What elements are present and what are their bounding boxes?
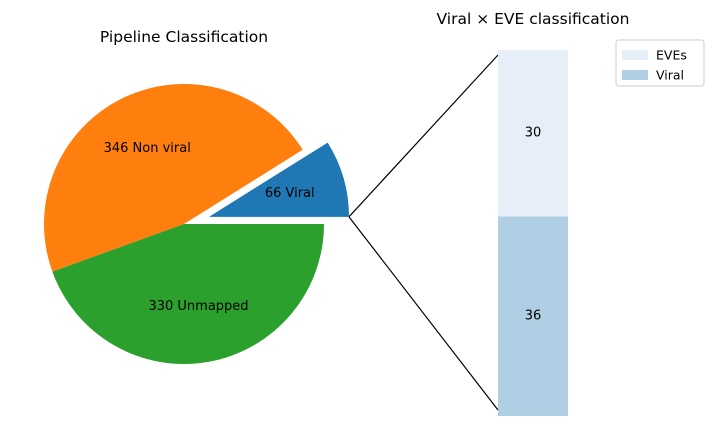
pie-chart-title: Pipeline Classification	[100, 28, 268, 46]
pie-chart: 66 Viral 346 Non viral 330 Unmapped	[44, 84, 349, 365]
connector-lines	[348, 54, 499, 411]
bar-segment-label: 30	[525, 126, 542, 141]
pie-slice-label: 330 Unmapped	[148, 299, 248, 314]
connector-line-top	[348, 54, 499, 218]
legend-swatch-eves	[622, 50, 648, 60]
pie-slice-unmapped	[52, 224, 325, 365]
pie-slice-viral	[208, 142, 349, 217]
legend-swatch-viral	[622, 70, 648, 80]
pie-slice-non-viral	[44, 84, 303, 272]
legend-label-eves: EVEs	[656, 48, 687, 63]
bar-segment-label: 36	[525, 309, 542, 324]
stacked-bar-chart: 36 30	[498, 50, 568, 416]
pie-slice-label: 66 Viral	[265, 186, 315, 201]
legend-label-viral: Viral	[656, 68, 684, 83]
connector-line-bottom	[348, 216, 499, 411]
pie-slice-label: 346 Non viral	[104, 141, 191, 156]
legend: EVEs Viral	[615, 39, 705, 87]
bar-chart-title: Viral × EVE classification	[437, 10, 630, 28]
bar-segment-eves	[498, 50, 568, 217]
bar-segment-viral	[498, 216, 568, 416]
